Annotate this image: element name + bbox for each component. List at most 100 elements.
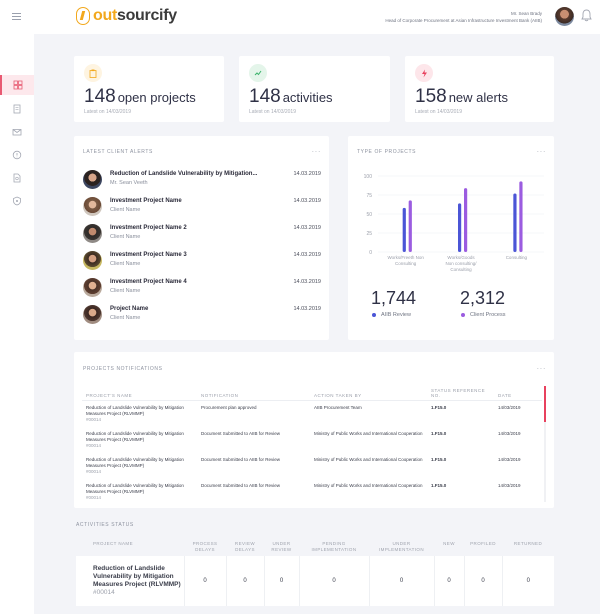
sidebar-item-documents[interactable] [0,99,34,119]
alert-date: 14.03.2019 [293,279,321,285]
project-name: Reduction of Landslide Vulnerability by … [93,565,181,588]
stat-card-activities[interactable]: 148 activities Latest on 14/03/2019 [239,56,390,122]
x-tick-label: Non consulting/ [445,261,477,266]
activity-icon [249,64,267,82]
user-name: Mr. Sean Brady [510,11,542,16]
x-tick-label: Works/Goods [447,255,475,260]
review-delays-value: 0 [225,556,264,606]
column-header: Review Delays [226,537,264,556]
sidebar-item-messages[interactable] [0,122,34,142]
project-name: Reduction of Landslide Vulnerability by … [86,431,184,442]
sidebar-item-settings[interactable] [0,191,34,211]
bar-client-process [519,181,523,252]
type-of-projects-card: Type of Projects ··· 0 25 50 75 100 Works/Fre… [348,136,554,340]
column-header: Notification [197,386,310,401]
alert-item[interactable]: Investment Project Name 2 Client Name 14… [83,223,323,245]
project-id: #00014 [86,417,102,422]
column-header: Under Implementation [369,537,434,556]
notification: Document Submitted to AIIB for Review [201,431,281,436]
bar-aiib-review [513,193,517,252]
date: 14/03/2019 [498,405,521,410]
section-title: Activities Status [76,522,134,528]
notification: Document Submitted to AIIB for Review [201,457,281,462]
alert-title: Investment Project Name [110,198,182,204]
clipboard-icon [84,64,102,82]
alert-date: 14.03.2019 [293,198,321,204]
alert-client: Client Name [110,207,141,213]
legend-label: AIIB Review [381,312,411,318]
user-info: Mr. Sean Brady Head of Corporate Procure… [385,10,542,24]
alert-icon [12,150,22,160]
pending-implementation-value: 0 [298,556,369,606]
table-row[interactable]: Reduction of Landslide Vulnerability by … [76,556,554,606]
menu-icon[interactable] [12,13,21,22]
stat-label: activities [282,90,333,105]
alert-item[interactable]: Investment Project Name 4 Client Name 14… [83,277,323,299]
table-row[interactable]: Reduction of Landslide Vulnerability by … [82,453,542,479]
file-search-icon [13,173,21,183]
project-name: Reduction of Landslide Vulnerability by … [86,457,184,468]
stat-card-open-projects[interactable]: 148 open projects Latest on 14/03/2019 [74,56,224,122]
more-options-icon[interactable]: ··· [536,147,546,156]
bell-icon[interactable] [581,9,592,22]
bar-aiib-review [458,203,462,252]
column-header: Process Delays [184,537,226,556]
x-tick-label: Consulting [506,255,528,260]
avatar [83,224,102,243]
column-header: Returned [502,537,554,556]
legend-client-process: Client Process [461,312,505,318]
column-header: Pending Implementation [299,537,369,556]
alert-item[interactable]: Project Name Client Name 14.03.2019 [83,304,323,326]
alert-title: Investment Project Name 2 [110,225,187,231]
bar-client-process [408,200,412,252]
bar-aiib-review [402,207,406,252]
logo[interactable]: outsourcify [76,7,177,25]
date: 14/03/2019 [498,483,521,488]
scrollbar-thumb[interactable] [544,386,546,422]
stat-label: new alerts [448,90,508,105]
alert-date: 14.03.2019 [293,306,321,312]
column-header: Project Name [76,537,184,556]
card-title: Latest Client Alerts [83,149,153,155]
stat-sub: Latest on 14/03/2019 [84,109,131,115]
avatar [83,305,102,324]
process-delays-value: 0 [183,556,226,606]
column-header: Project's Name [82,386,197,401]
avatar [83,197,102,216]
table-row[interactable]: Reduction of Landslide Vulnerability by … [82,427,542,453]
action-taken-by: Ministry of Public Works and Internation… [314,431,423,436]
more-options-icon[interactable]: ··· [311,147,321,156]
alert-title: Reduction of Landslide Vulnerability by … [110,171,258,177]
reference-no: 1.F15.0 [431,431,447,436]
notification: Procurement plan approved [201,405,257,410]
legend-value-aiib-review: 1,744 [371,288,417,308]
table-row[interactable]: Reduction of Landslide Vulnerability by … [82,479,542,505]
sidebar-item-alerts[interactable] [0,145,34,165]
returned-value: 0 [501,556,554,606]
table-row[interactable]: Reduction of Landslide Vulnerability by … [82,401,542,428]
legend-label: Client Process [470,312,506,318]
avatar [83,278,102,297]
alert-item[interactable]: Reduction of Landslide Vulnerability by … [83,169,323,191]
x-tick-label: Consulting [395,261,417,266]
reference-no: 1.F15.0 [431,405,447,410]
reference-no: 1.F15.0 [431,483,447,488]
more-options-icon[interactable]: ··· [536,364,546,373]
sidebar-item-search-files[interactable] [0,168,34,188]
legend-aiib-review: AIIB Review [372,312,411,318]
alert-item[interactable]: Investment Project Name 3 Client Name 14… [83,250,323,272]
alert-item[interactable]: Investment Project Name Client Name 14.0… [83,196,323,218]
logo-mark-icon [76,7,90,25]
alert-client: Client Name [110,234,141,240]
project-id: #00014 [86,469,102,474]
notifications-table: Project's Name Notification Action Taken… [82,386,542,505]
x-tick-label: Works/Freeth Non [387,255,424,260]
legend-value-client-process: 2,312 [460,288,506,308]
scrollbar[interactable] [544,386,546,502]
stat-card-new-alerts[interactable]: 158 new alerts Latest on 14/03/2019 [405,56,554,122]
sidebar-item-dashboard[interactable] [0,75,34,95]
avatar[interactable] [555,7,574,26]
project-name: Reduction of Landslide Vulnerability by … [86,405,184,416]
y-tick-label: 0 [369,250,372,256]
project-id: #00014 [86,443,102,448]
